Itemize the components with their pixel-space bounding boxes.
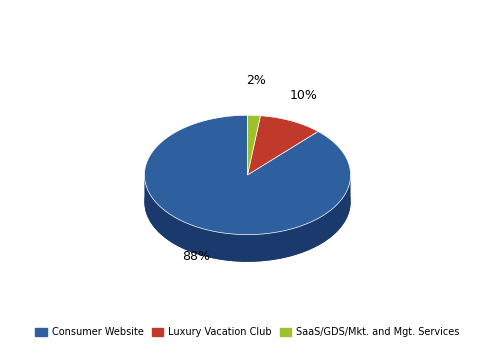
- Text: 10%: 10%: [290, 89, 318, 102]
- Polygon shape: [248, 116, 318, 175]
- Text: 2%: 2%: [246, 74, 266, 87]
- Text: Investment in Vacation Rental Startups by Business Type: Investment in Vacation Rental Startups b…: [10, 14, 485, 29]
- Legend: Consumer Website, Luxury Vacation Club, SaaS/GDS/Mkt. and Mgt. Services: Consumer Website, Luxury Vacation Club, …: [32, 323, 463, 341]
- Text: 88%: 88%: [183, 250, 210, 263]
- Ellipse shape: [145, 142, 350, 262]
- Polygon shape: [248, 115, 260, 175]
- Polygon shape: [145, 176, 350, 262]
- Polygon shape: [145, 115, 350, 235]
